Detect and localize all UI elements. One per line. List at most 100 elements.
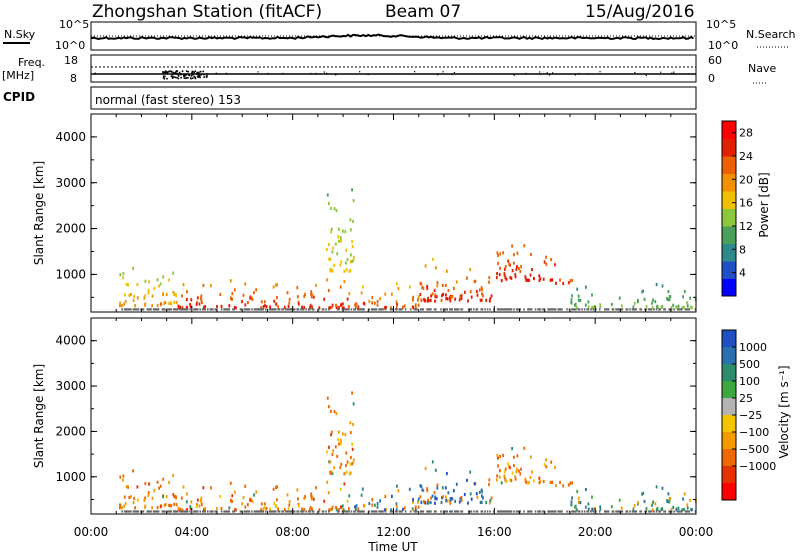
echo-cell	[181, 496, 183, 500]
echo-cell	[253, 493, 255, 497]
echo-cell	[599, 507, 602, 511]
echo-cell	[500, 481, 503, 485]
ground-echo-cell	[515, 510, 518, 513]
ground-echo-cell	[277, 308, 280, 311]
echo-cell	[162, 495, 164, 499]
echo-cell	[499, 469, 501, 473]
echo-cell	[445, 495, 447, 499]
ground-echo-cell	[472, 308, 475, 311]
ground-echo-cell	[413, 510, 416, 513]
velocity-colorbar-swatch	[722, 381, 736, 399]
echo-cell	[436, 281, 439, 285]
freq-dot	[442, 71, 444, 73]
echo-cell	[186, 305, 188, 310]
echo-cell	[352, 458, 355, 462]
echo-cell	[181, 508, 184, 512]
echo-cell	[125, 485, 128, 489]
ground-echo-cell	[281, 308, 283, 311]
echo-cell	[686, 506, 689, 510]
echo-cell	[127, 283, 129, 287]
ground-echo-cell	[312, 308, 315, 311]
ground-echo-cell	[508, 510, 510, 513]
ground-echo-cell	[527, 510, 529, 513]
echo-cell	[174, 495, 177, 499]
ground-echo-cell	[338, 308, 340, 311]
echo-cell	[328, 306, 330, 310]
ground-echo-cell	[271, 510, 273, 513]
echo-cell	[459, 497, 462, 501]
echo-cell	[301, 507, 303, 511]
ground-echo-cell	[196, 308, 199, 311]
echo-cell	[511, 471, 514, 475]
ground-echo-cell	[450, 308, 452, 311]
echo-cell	[119, 301, 121, 305]
echo-cell	[686, 503, 689, 507]
echo-cell	[241, 502, 243, 506]
echo-cell	[488, 482, 490, 487]
echo-cell	[467, 501, 469, 505]
echo-cell	[514, 475, 517, 479]
echo-cell	[431, 292, 434, 296]
echo-cell	[436, 483, 439, 487]
echo-cell	[414, 505, 417, 509]
ground-echo-cell	[639, 308, 641, 311]
echo-cell	[331, 452, 334, 457]
ground-echo-cell	[566, 510, 568, 513]
ground-echo-cell	[362, 308, 364, 311]
echo-cell	[250, 296, 253, 300]
echo-cell	[204, 507, 207, 511]
ground-echo-cell	[360, 510, 363, 513]
freq-dot	[578, 72, 580, 75]
echo-cell	[151, 304, 153, 308]
velocity-colorbar-tick: 1000	[739, 341, 767, 354]
freq-dot	[172, 72, 175, 75]
echo-cell	[328, 243, 330, 247]
freq-dot	[413, 71, 416, 73]
echo-cell	[122, 474, 125, 478]
echo-cell	[441, 283, 444, 288]
ground-echo-cell	[220, 510, 223, 513]
echo-cell	[122, 478, 124, 482]
echo-cell	[220, 304, 223, 308]
echo-cell	[518, 469, 520, 473]
ground-echo-cell	[389, 510, 392, 513]
ground-echo-cell	[394, 308, 397, 311]
ground-echo-cell	[261, 308, 263, 311]
echo-cell	[241, 300, 243, 304]
ground-echo-cell	[370, 510, 373, 513]
echo-cell	[599, 505, 602, 509]
freq-dot	[175, 70, 177, 73]
ground-echo-cell	[128, 510, 131, 513]
echo-cell	[668, 500, 671, 504]
echo-cell	[551, 278, 554, 282]
echo-cell	[655, 282, 658, 287]
ground-echo-cell	[146, 308, 149, 311]
echo-cell	[434, 293, 437, 297]
ground-echo-cell	[328, 510, 330, 513]
ground-echo-cell	[523, 308, 525, 311]
ground-echo-cell	[137, 308, 140, 311]
echo-cell	[339, 466, 342, 470]
echo-cell	[327, 288, 330, 293]
echo-cell	[527, 278, 529, 282]
freq-dot	[193, 71, 196, 74]
echo-cell	[528, 481, 531, 485]
ground-echo-cell	[509, 510, 512, 513]
echo-cell	[360, 291, 363, 295]
ground-echo-cell	[305, 308, 307, 311]
echo-cell	[396, 282, 398, 286]
ground-echo-cell	[275, 510, 277, 513]
ground-echo-cell	[655, 510, 658, 513]
ground-echo-cell	[209, 510, 212, 513]
echo-cell	[342, 306, 345, 310]
ground-echo-cell	[559, 308, 562, 311]
ground-echo-cell	[673, 510, 675, 513]
echo-cell	[346, 297, 349, 301]
echo-cell	[219, 292, 222, 296]
echo-cell	[272, 487, 275, 491]
echo-cell	[144, 482, 147, 486]
echo-cell	[119, 506, 121, 510]
freq-dot	[453, 72, 456, 74]
echo-cell	[233, 306, 236, 310]
echo-cell	[339, 285, 342, 289]
